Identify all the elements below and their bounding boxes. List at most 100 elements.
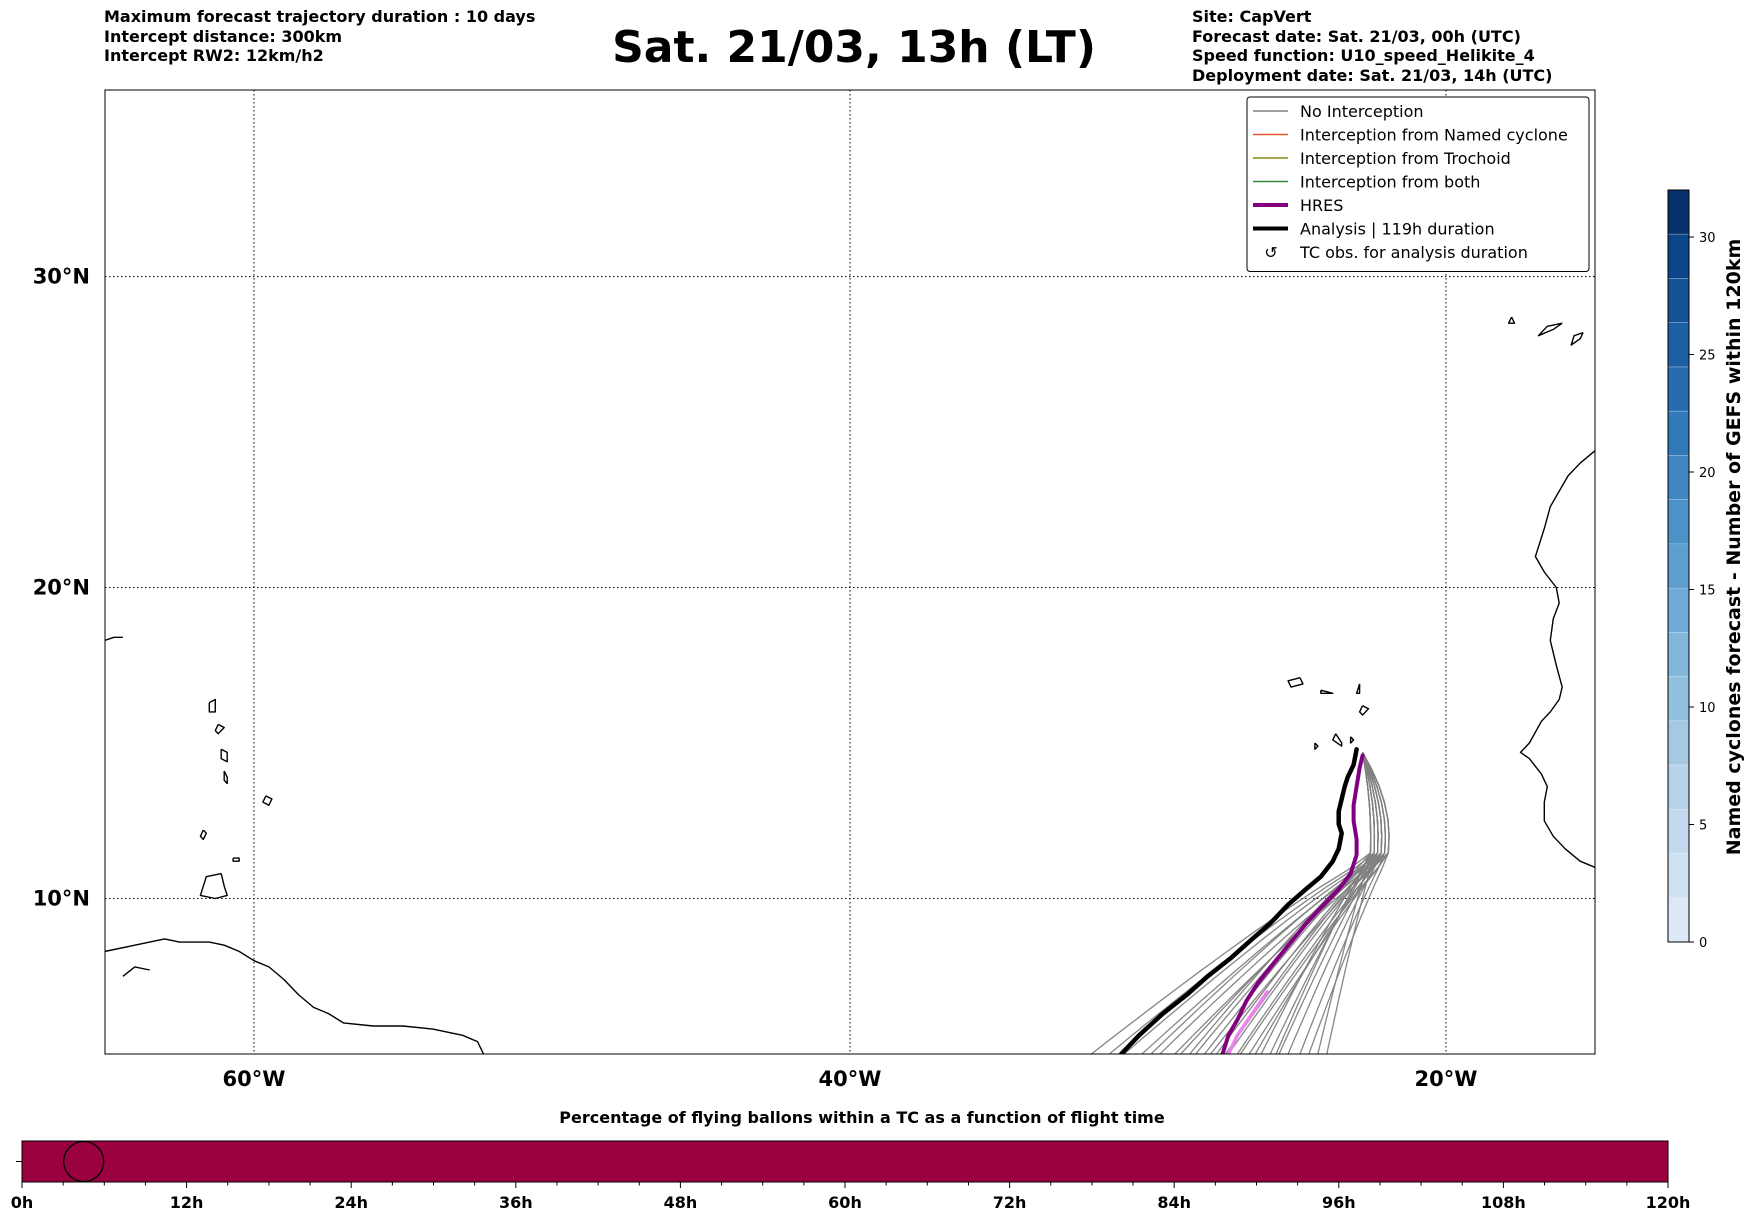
coastline-3 <box>199 872 228 900</box>
series-1 <box>1220 753 1365 1054</box>
colorbar-segment-6 <box>1668 632 1689 678</box>
timeline-tick-label-10: 120h <box>1646 1193 1691 1212</box>
colorbar-tick-label-5: 25 <box>1699 349 1716 364</box>
colorbar-segment-16 <box>1668 190 1689 235</box>
series-0 <box>1118 747 1359 1054</box>
timeline-tick-label-7: 84h <box>1157 1193 1191 1212</box>
timeline-bar <box>22 1141 1668 1182</box>
colorbar-segment-11 <box>1668 411 1689 456</box>
lat-tick-label-2: 10°N <box>33 887 90 911</box>
ensemble-trajectory-27 <box>1254 752 1383 1054</box>
colorbar-segment-8 <box>1668 543 1689 589</box>
coastline-9 <box>199 829 208 841</box>
coastline-8 <box>262 795 273 806</box>
colorbar-segment-0 <box>1668 897 1689 943</box>
coastline-22 <box>1349 736 1355 744</box>
colorbar-tick-label-0: 0 <box>1699 936 1707 951</box>
timeline-tick-label-4: 48h <box>664 1193 698 1212</box>
coastline-10 <box>232 857 240 862</box>
lat-tick-label-1: 20°N <box>33 576 90 600</box>
timeline-marker-circle <box>63 1140 105 1183</box>
colorbar-segment-12 <box>1668 366 1689 412</box>
timeline-title: Percentage of flying ballons within a TC… <box>559 1108 1165 1127</box>
coastline-21 <box>1320 689 1334 694</box>
colorbar-tick-label-2: 10 <box>1699 701 1716 716</box>
intercept-distance-text: Intercept distance: 300km <box>104 26 343 46</box>
legend-label-2: Interception from Trochoid <box>1300 149 1511 168</box>
colorbar-segment-3 <box>1668 765 1689 810</box>
coastline-0 <box>1519 450 1595 869</box>
timeline-bar-chart: 0h 12h 24h 36h 48h 60h 72h 84h 96h 108h 120h <box>11 1140 1691 1212</box>
coastline-15 <box>1507 316 1516 324</box>
colorbar-segment-1 <box>1668 853 1689 899</box>
ensemble-trajectory-10 <box>1236 752 1387 1054</box>
colorbar-label: Named cyclones forecast - Number of GEFS… <box>1723 239 1745 856</box>
coastline-11 <box>122 966 150 977</box>
longitude-labels: 60°W 40°W 20°W <box>223 1067 1478 1091</box>
intercept-rw2-text: Intercept RW2: 12km/h2 <box>104 46 324 65</box>
legend-label-1: Interception from Named cyclone <box>1300 126 1568 145</box>
timeline-tick-label-9: 108h <box>1481 1193 1526 1212</box>
legend-label-0: No Interception <box>1300 102 1424 121</box>
ensemble-trajectory-24 <box>1275 752 1372 1054</box>
colorbar: 0 5 10 15 20 25 30 <box>1667 189 1716 951</box>
ensemble-trajectory-11 <box>1248 752 1390 1054</box>
site-text: Site: CapVert <box>1192 7 1312 26</box>
colorbar-segment-10 <box>1668 455 1689 501</box>
coastline-12 <box>1570 331 1584 346</box>
timeline-tick-label-5: 60h <box>828 1193 862 1212</box>
timeline-tick-label-3: 36h <box>499 1193 533 1212</box>
timeline-tick-label-2: 24h <box>334 1193 368 1212</box>
coastline-4 <box>208 698 217 713</box>
timeline-tick-label-1: 12h <box>170 1193 204 1212</box>
coastline-5 <box>214 723 225 735</box>
coastline-16 <box>1287 677 1304 688</box>
speed-function-text: Speed function: U10_speed_Helikite_4 <box>1192 46 1535 65</box>
colorbar-segment-7 <box>1668 588 1689 633</box>
map-plot-area <box>105 90 1631 1054</box>
colorbar-segment-14 <box>1668 278 1689 324</box>
colorbar-tick-label-6: 30 <box>1699 231 1716 246</box>
coastline-14 <box>1613 317 1631 336</box>
coastline-20 <box>1314 742 1319 750</box>
coastline-2 <box>105 636 123 642</box>
trajectory-duration-text: Maximum forecast trajectory duration : 1… <box>104 7 536 26</box>
timeline-tick-label-0: 0h <box>11 1193 34 1212</box>
colorbar-tick-label-3: 15 <box>1699 584 1716 599</box>
lon-tick-label-0: 60°W <box>223 1067 286 1091</box>
forecast-date-text: Forecast date: Sat. 21/03, 00h (UTC) <box>1192 26 1521 46</box>
ensemble-trajectory-9 <box>1227 752 1383 1054</box>
lon-tick-label-1: 40°W <box>819 1067 882 1091</box>
ensemble-trajectory-23 <box>1239 752 1390 1054</box>
timeline-tick-label-6: 72h <box>993 1193 1027 1212</box>
cyclone-symbol-icon: ↺ <box>1264 243 1277 262</box>
latitude-labels: 30°N 20°N 10°N <box>33 265 90 911</box>
colorbar-segment-9 <box>1668 499 1689 545</box>
site-info: Site: CapVert Forecast date: Sat. 21/03,… <box>1192 7 1552 85</box>
coastline-18 <box>1358 705 1370 716</box>
deployment-date-text: Deployment date: Sat. 21/03, 14h (UTC) <box>1192 65 1553 85</box>
coastline-17 <box>1355 683 1361 694</box>
colorbar-frame <box>1667 189 1690 943</box>
legend-label-6: TC obs. for analysis duration <box>1299 243 1528 262</box>
colorbar-segment-2 <box>1668 809 1689 855</box>
lon-tick-label-2: 20°W <box>1415 1067 1478 1091</box>
coastline-1 <box>105 938 485 1054</box>
timeline-tick-label-8: 96h <box>1322 1193 1356 1212</box>
colorbar-segment-15 <box>1668 234 1689 279</box>
coastline-19 <box>1332 733 1343 747</box>
series-2 <box>1226 990 1269 1054</box>
coastline-13 <box>1537 322 1563 337</box>
map-frame <box>104 89 1596 1055</box>
legend-label-4: HRES <box>1300 196 1343 215</box>
coastline-7 <box>223 770 228 785</box>
colorbar-tick-label-4: 20 <box>1699 466 1716 481</box>
coastline-6 <box>220 748 228 763</box>
colorbar-segment-4 <box>1668 720 1689 766</box>
lat-tick-label-0: 30°N <box>33 265 90 289</box>
colorbar-segment-5 <box>1668 676 1689 722</box>
colorbar-tick-label-1: 5 <box>1699 819 1707 834</box>
colorbar-segment-13 <box>1668 322 1689 368</box>
ensemble-trajectory-22 <box>1210 752 1387 1054</box>
